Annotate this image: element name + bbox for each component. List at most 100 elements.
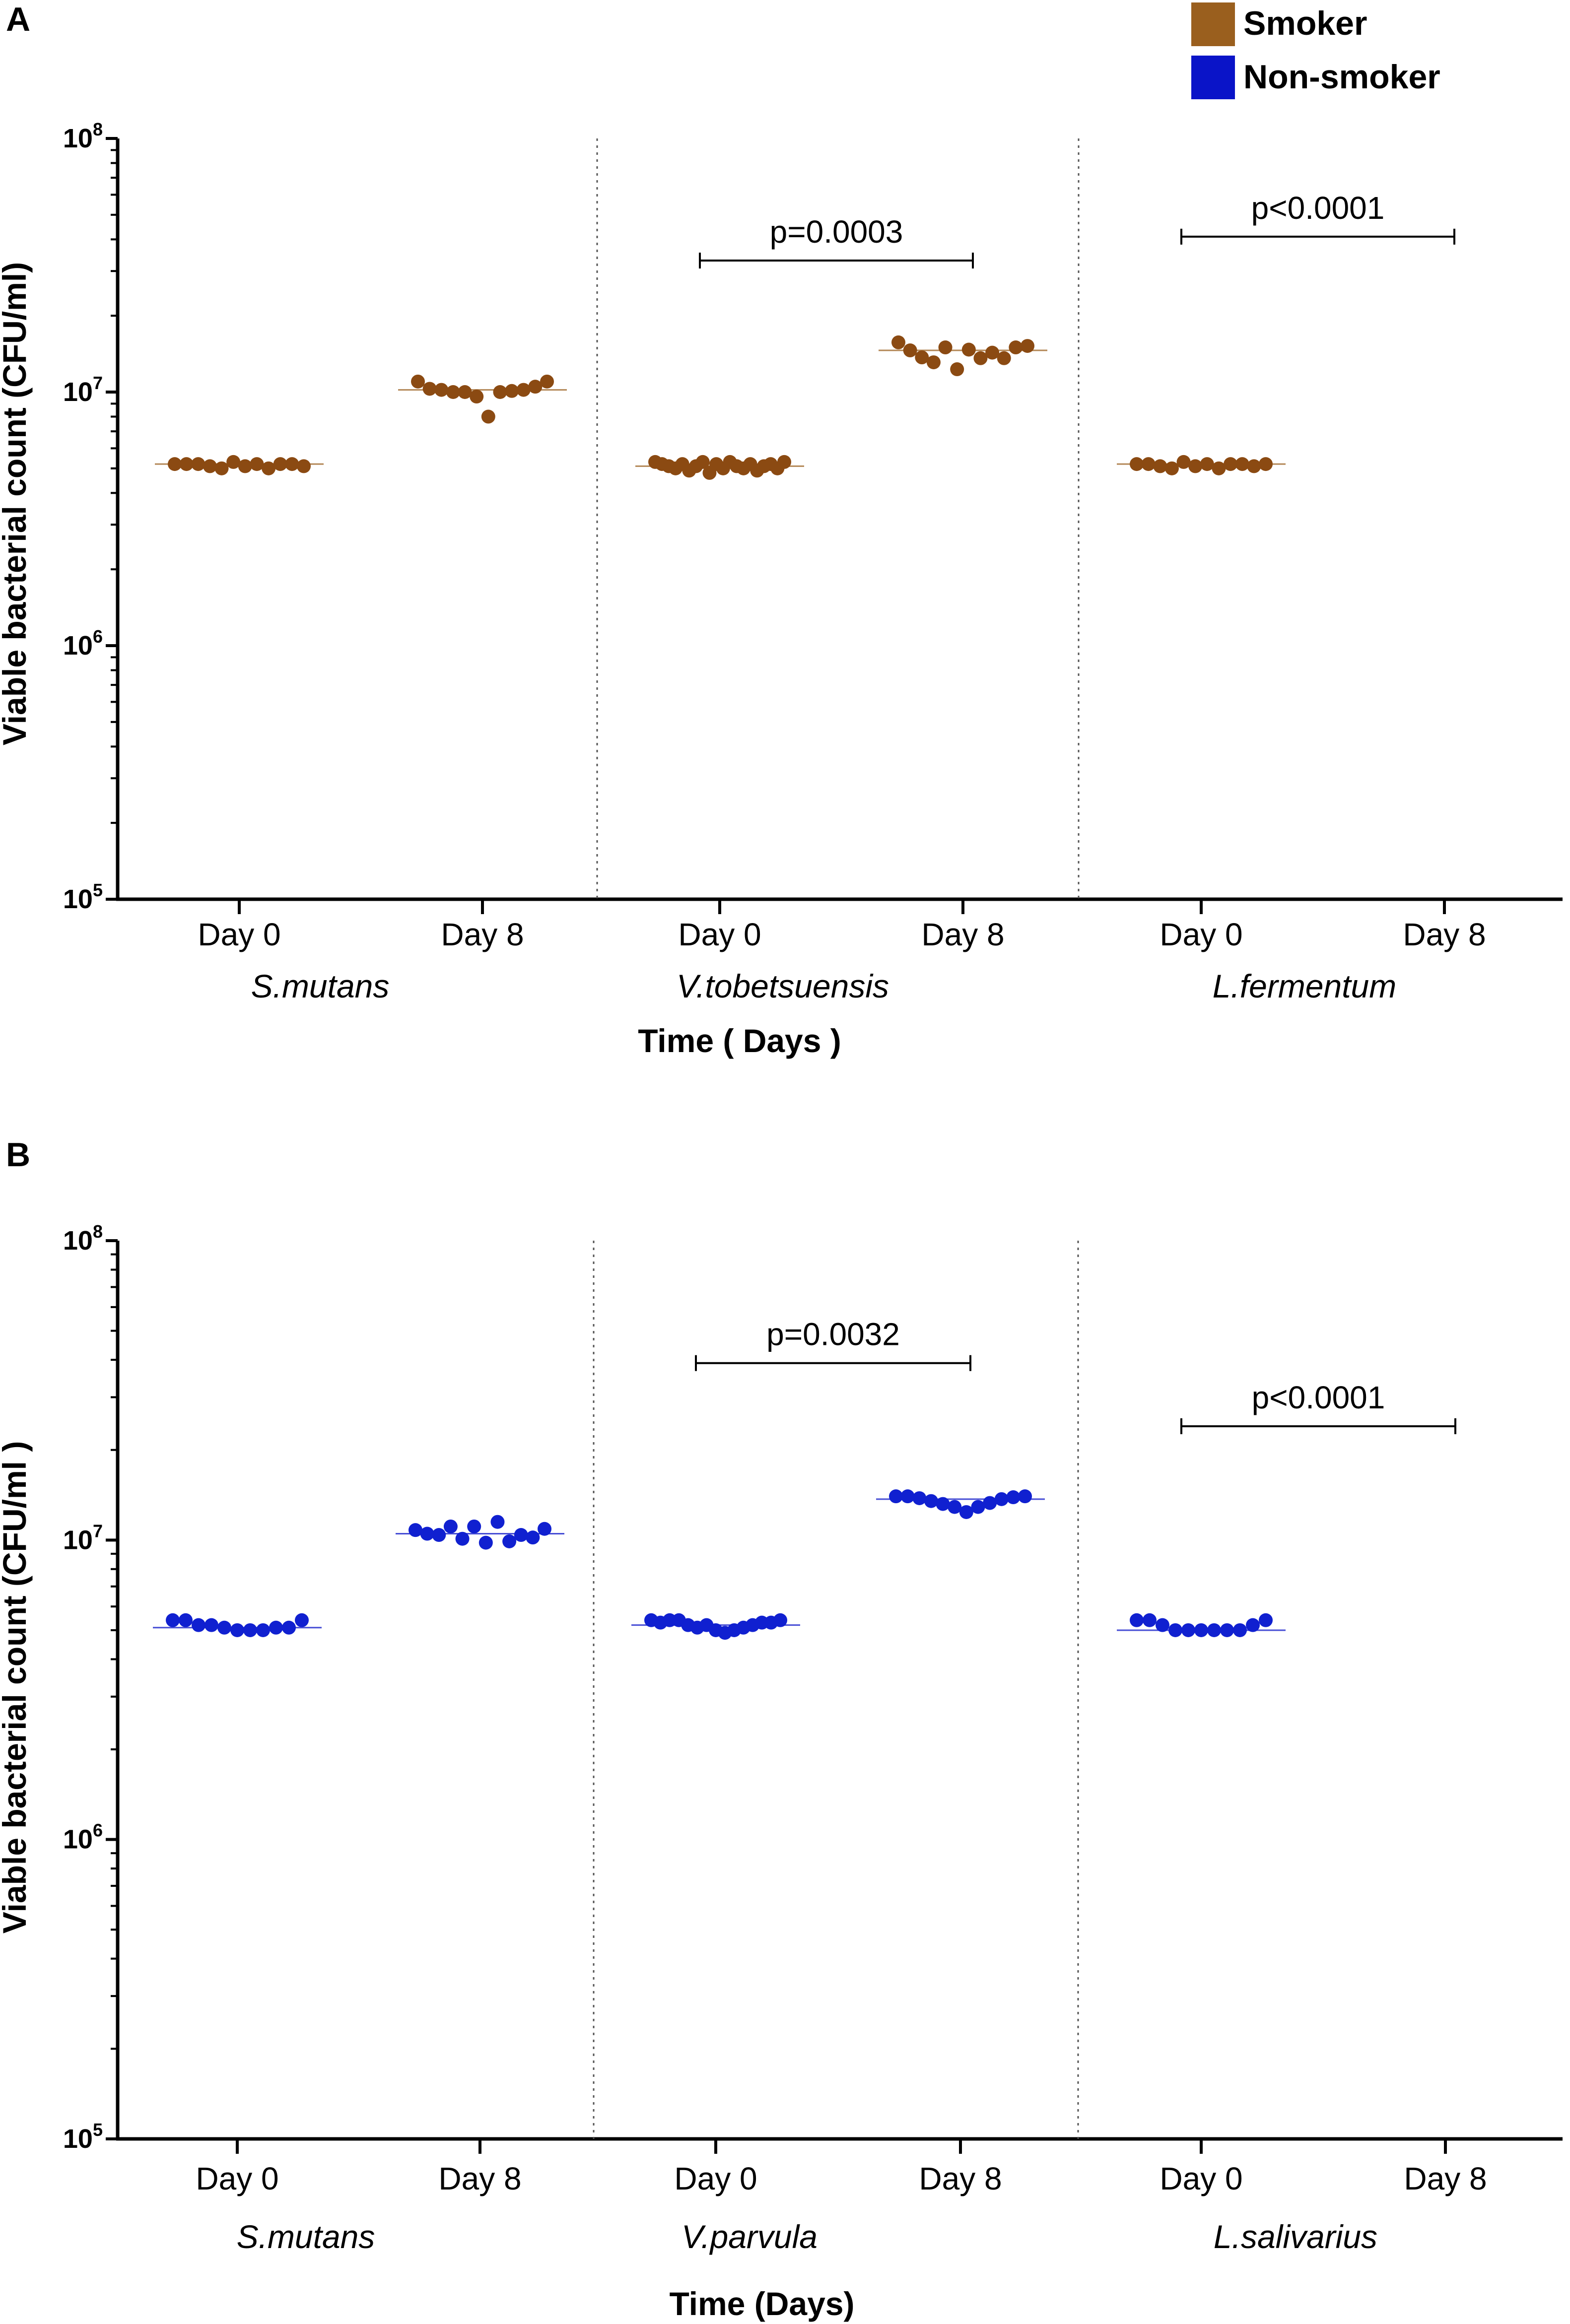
data-point — [217, 1620, 231, 1635]
data-point — [994, 1492, 1009, 1506]
data-point — [238, 459, 252, 473]
x-tick-label: Day 8 — [1403, 917, 1486, 952]
data-point — [409, 1523, 422, 1537]
data-point — [1200, 457, 1214, 471]
species-label: V.parvula — [682, 2218, 818, 2255]
data-point — [458, 385, 472, 399]
x-tick-label: Day 0 — [198, 917, 280, 952]
data-point — [985, 345, 1000, 360]
data-point — [205, 1618, 218, 1632]
y-tick-label: 108 — [63, 119, 103, 153]
data-point — [226, 455, 241, 469]
data-point — [269, 1620, 283, 1635]
data-point — [1194, 1623, 1208, 1637]
data-point — [540, 374, 554, 389]
data-point — [1220, 1623, 1234, 1637]
data-point — [1176, 455, 1191, 469]
legend-label-non-smoker: Non-smoker — [1243, 58, 1440, 96]
data-point — [695, 455, 710, 469]
data-point — [432, 1528, 446, 1542]
data-point — [1164, 461, 1179, 475]
data-point — [411, 374, 425, 389]
data-point — [297, 459, 311, 473]
p-value-label: p<0.0001 — [1252, 1380, 1385, 1415]
data-point — [528, 380, 543, 394]
data-point — [285, 457, 299, 471]
data-point — [1009, 340, 1023, 355]
data-point — [1130, 1613, 1144, 1627]
legend-swatch-smoker — [1191, 2, 1235, 46]
x-axis-title: Time ( Days ) — [638, 1022, 841, 1059]
data-point — [1233, 1623, 1247, 1637]
panel-b: 105 106 107 108 Day 0 Day 8 Day 0 Day 8 Day 0 Day… — [0, 1221, 1563, 2322]
data-point — [961, 342, 976, 357]
data-point — [777, 455, 791, 469]
x-tick-label: Day 8 — [1404, 2161, 1487, 2196]
species-label: L.fermentum — [1213, 968, 1396, 1004]
data-point — [1207, 1623, 1221, 1637]
x-tick-label: Day 8 — [441, 917, 524, 952]
legend: Smoker Non-smoker — [1191, 2, 1440, 99]
data-point — [538, 1522, 551, 1536]
data-point — [950, 362, 964, 377]
data-point — [455, 1531, 470, 1546]
data-point — [1143, 1613, 1157, 1627]
data-point — [1130, 457, 1144, 471]
data-point — [1259, 457, 1273, 471]
y-axis-title: Viable bacterial count (CFU/ml) — [0, 262, 33, 745]
data-point — [256, 1623, 270, 1637]
legend-swatch-non-smoker — [1191, 56, 1235, 99]
data-point — [230, 1623, 244, 1637]
data-point — [915, 350, 929, 365]
legend-label-smoker: Smoker — [1243, 4, 1367, 42]
x-tick-label: Day 0 — [678, 917, 761, 952]
data-point — [1235, 457, 1249, 471]
data-point — [434, 383, 449, 397]
data-point — [502, 1534, 517, 1548]
data-point — [262, 461, 276, 475]
data-point — [773, 1613, 787, 1627]
data-point — [1156, 1618, 1169, 1632]
data-point — [493, 385, 507, 399]
data-point — [514, 1528, 528, 1542]
data-point — [903, 343, 917, 358]
p-value-label: p=0.0003 — [770, 214, 903, 250]
data-point — [203, 459, 217, 473]
data-point — [912, 1491, 927, 1505]
species-label: S.mutans — [251, 968, 390, 1004]
data-point — [481, 409, 495, 424]
data-point — [1247, 459, 1261, 473]
data-point — [420, 1527, 434, 1541]
species-label: L.salivarius — [1214, 2218, 1377, 2255]
data-point — [926, 355, 941, 370]
data-point — [900, 1489, 915, 1504]
x-axis-title: Time (Days) — [670, 2285, 855, 2322]
data-point — [446, 385, 460, 399]
data-point — [168, 457, 182, 471]
data-point — [924, 1494, 938, 1508]
data-point — [1181, 1623, 1195, 1637]
data-point — [1224, 457, 1238, 471]
y-axis-title: Viable bacterial count (CFU/ml ) — [0, 1441, 33, 1934]
data-point — [179, 1613, 193, 1627]
species-label: V.tobetsuensis — [677, 968, 889, 1004]
data-point — [179, 457, 194, 471]
data-point — [1141, 457, 1156, 471]
data-point — [948, 1500, 962, 1514]
p-value-label: p=0.0032 — [766, 1317, 900, 1352]
x-tick-label: Day 8 — [438, 2161, 521, 2196]
panel-letter-a: A — [6, 0, 30, 38]
y-tick-label: 106 — [63, 626, 103, 661]
data-point — [526, 1530, 540, 1545]
data-point — [1246, 1618, 1260, 1632]
x-tick-label: Day 0 — [1160, 917, 1242, 952]
data-point — [282, 1620, 296, 1635]
data-point — [889, 1489, 903, 1504]
data-point — [983, 1496, 997, 1510]
panel-letter-b: B — [6, 1136, 30, 1174]
y-tick-label: 108 — [63, 1221, 103, 1256]
data-point — [505, 384, 519, 398]
panel-a: 105 106 107 108 Day 0 Day 8 Day 0 Day 8 Day 0 Day… — [0, 119, 1563, 1059]
x-tick-label: Day 0 — [674, 2161, 757, 2196]
